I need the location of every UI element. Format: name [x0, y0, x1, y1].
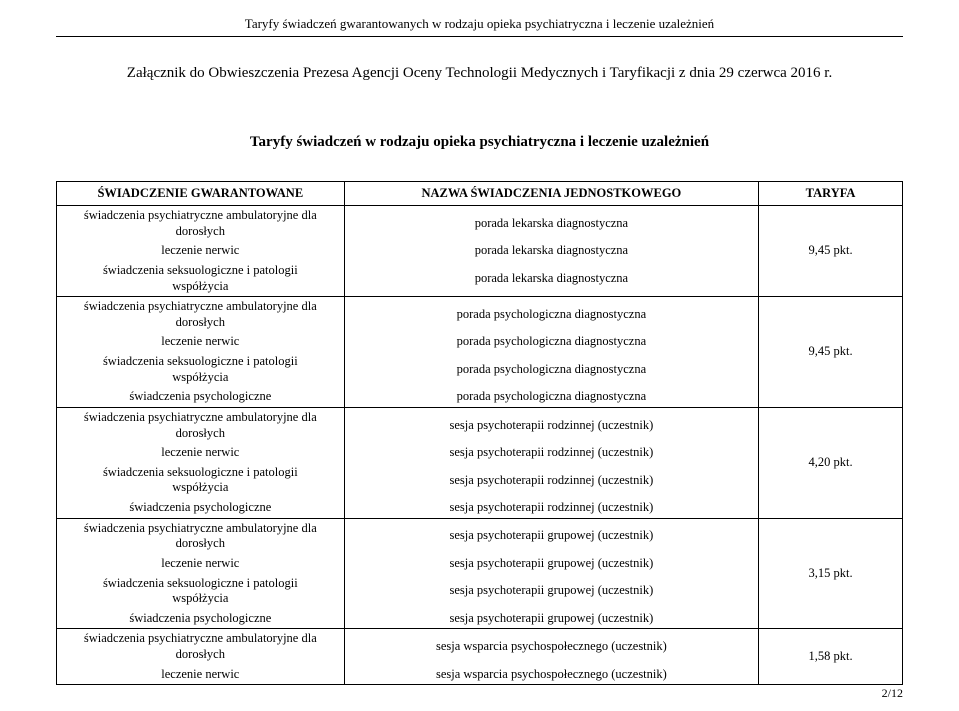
cell-service: świadczenia seksuologiczne i patologiiws… [57, 352, 345, 387]
attachment-line: Załącznik do Obwieszczenia Prezesa Agenc… [56, 65, 903, 82]
table-row: świadczenia psychiatryczne ambulatoryjne… [57, 297, 903, 333]
cell-name: sesja psychoterapii grupowej (uczestnik) [344, 574, 759, 609]
cell-name: sesja psychoterapii rodzinnej (uczestnik… [344, 498, 759, 518]
cell-name: sesja psychoterapii rodzinnej (uczestnik… [344, 443, 759, 463]
cell-name: sesja psychoterapii grupowej (uczestnik) [344, 554, 759, 574]
col-header-name: NAZWA ŚWIADCZENIA JEDNOSTKOWEGO [344, 182, 759, 206]
cell-name: sesja psychoterapii rodzinnej (uczestnik… [344, 407, 759, 443]
cell-name: sesja psychoterapii grupowej (uczestnik) [344, 609, 759, 629]
tariff-table: ŚWIADCZENIE GWARANTOWANE NAZWA ŚWIADCZEN… [56, 181, 903, 685]
cell-name: porada lekarska diagnostyczna [344, 241, 759, 261]
cell-tariff: 9,45 pkt. [759, 206, 903, 297]
cell-service: świadczenia psychiatryczne ambulatoryjne… [57, 297, 345, 333]
cell-name: sesja wsparcia psychospołecznego (uczest… [344, 665, 759, 685]
cell-tariff: 4,20 pkt. [759, 407, 903, 518]
header-divider [56, 36, 903, 37]
cell-service: świadczenia psychiatryczne ambulatoryjne… [57, 518, 345, 554]
cell-name: porada lekarska diagnostyczna [344, 206, 759, 242]
cell-service: świadczenia seksuologiczne i patologiiws… [57, 463, 345, 498]
cell-name: sesja psychoterapii rodzinnej (uczestnik… [344, 463, 759, 498]
cell-service: świadczenia psychiatryczne ambulatoryjne… [57, 629, 345, 665]
cell-service: świadczenia psychologiczne [57, 387, 345, 407]
col-header-tariff: TARYFA [759, 182, 903, 206]
page-number: 2/12 [882, 686, 903, 701]
cell-service: leczenie nerwic [57, 241, 345, 261]
table-row: świadczenia psychiatryczne ambulatoryjne… [57, 518, 903, 554]
cell-tariff: 9,45 pkt. [759, 297, 903, 408]
col-header-service: ŚWIADCZENIE GWARANTOWANE [57, 182, 345, 206]
cell-name: porada psychologiczna diagnostyczna [344, 352, 759, 387]
table-row: świadczenia psychiatryczne ambulatoryjne… [57, 629, 903, 665]
cell-service: świadczenia psychologiczne [57, 609, 345, 629]
main-title: Taryfy świadczeń w rodzaju opieka psychi… [56, 134, 903, 151]
cell-service: świadczenia psychiatryczne ambulatoryjne… [57, 206, 345, 242]
table-header-row: ŚWIADCZENIE GWARANTOWANE NAZWA ŚWIADCZEN… [57, 182, 903, 206]
cell-service: leczenie nerwic [57, 554, 345, 574]
cell-name: porada lekarska diagnostyczna [344, 261, 759, 297]
cell-name: sesja psychoterapii grupowej (uczestnik) [344, 518, 759, 554]
table-row: świadczenia psychiatryczne ambulatoryjne… [57, 407, 903, 443]
cell-service: leczenie nerwic [57, 332, 345, 352]
cell-name: sesja wsparcia psychospołecznego (uczest… [344, 629, 759, 665]
running-header: Taryfy świadczeń gwarantowanych w rodzaj… [56, 16, 903, 32]
cell-tariff: 1,58 pkt. [759, 629, 903, 685]
cell-service: leczenie nerwic [57, 665, 345, 685]
cell-service: świadczenia seksuologiczne i patologiiws… [57, 261, 345, 297]
cell-service: leczenie nerwic [57, 443, 345, 463]
cell-name: porada psychologiczna diagnostyczna [344, 387, 759, 407]
cell-name: porada psychologiczna diagnostyczna [344, 297, 759, 333]
cell-name: porada psychologiczna diagnostyczna [344, 332, 759, 352]
cell-service: świadczenia seksuologiczne i patologiiws… [57, 574, 345, 609]
cell-service: świadczenia psychologiczne [57, 498, 345, 518]
cell-service: świadczenia psychiatryczne ambulatoryjne… [57, 407, 345, 443]
cell-tariff: 3,15 pkt. [759, 518, 903, 629]
table-row: świadczenia psychiatryczne ambulatoryjne… [57, 206, 903, 242]
